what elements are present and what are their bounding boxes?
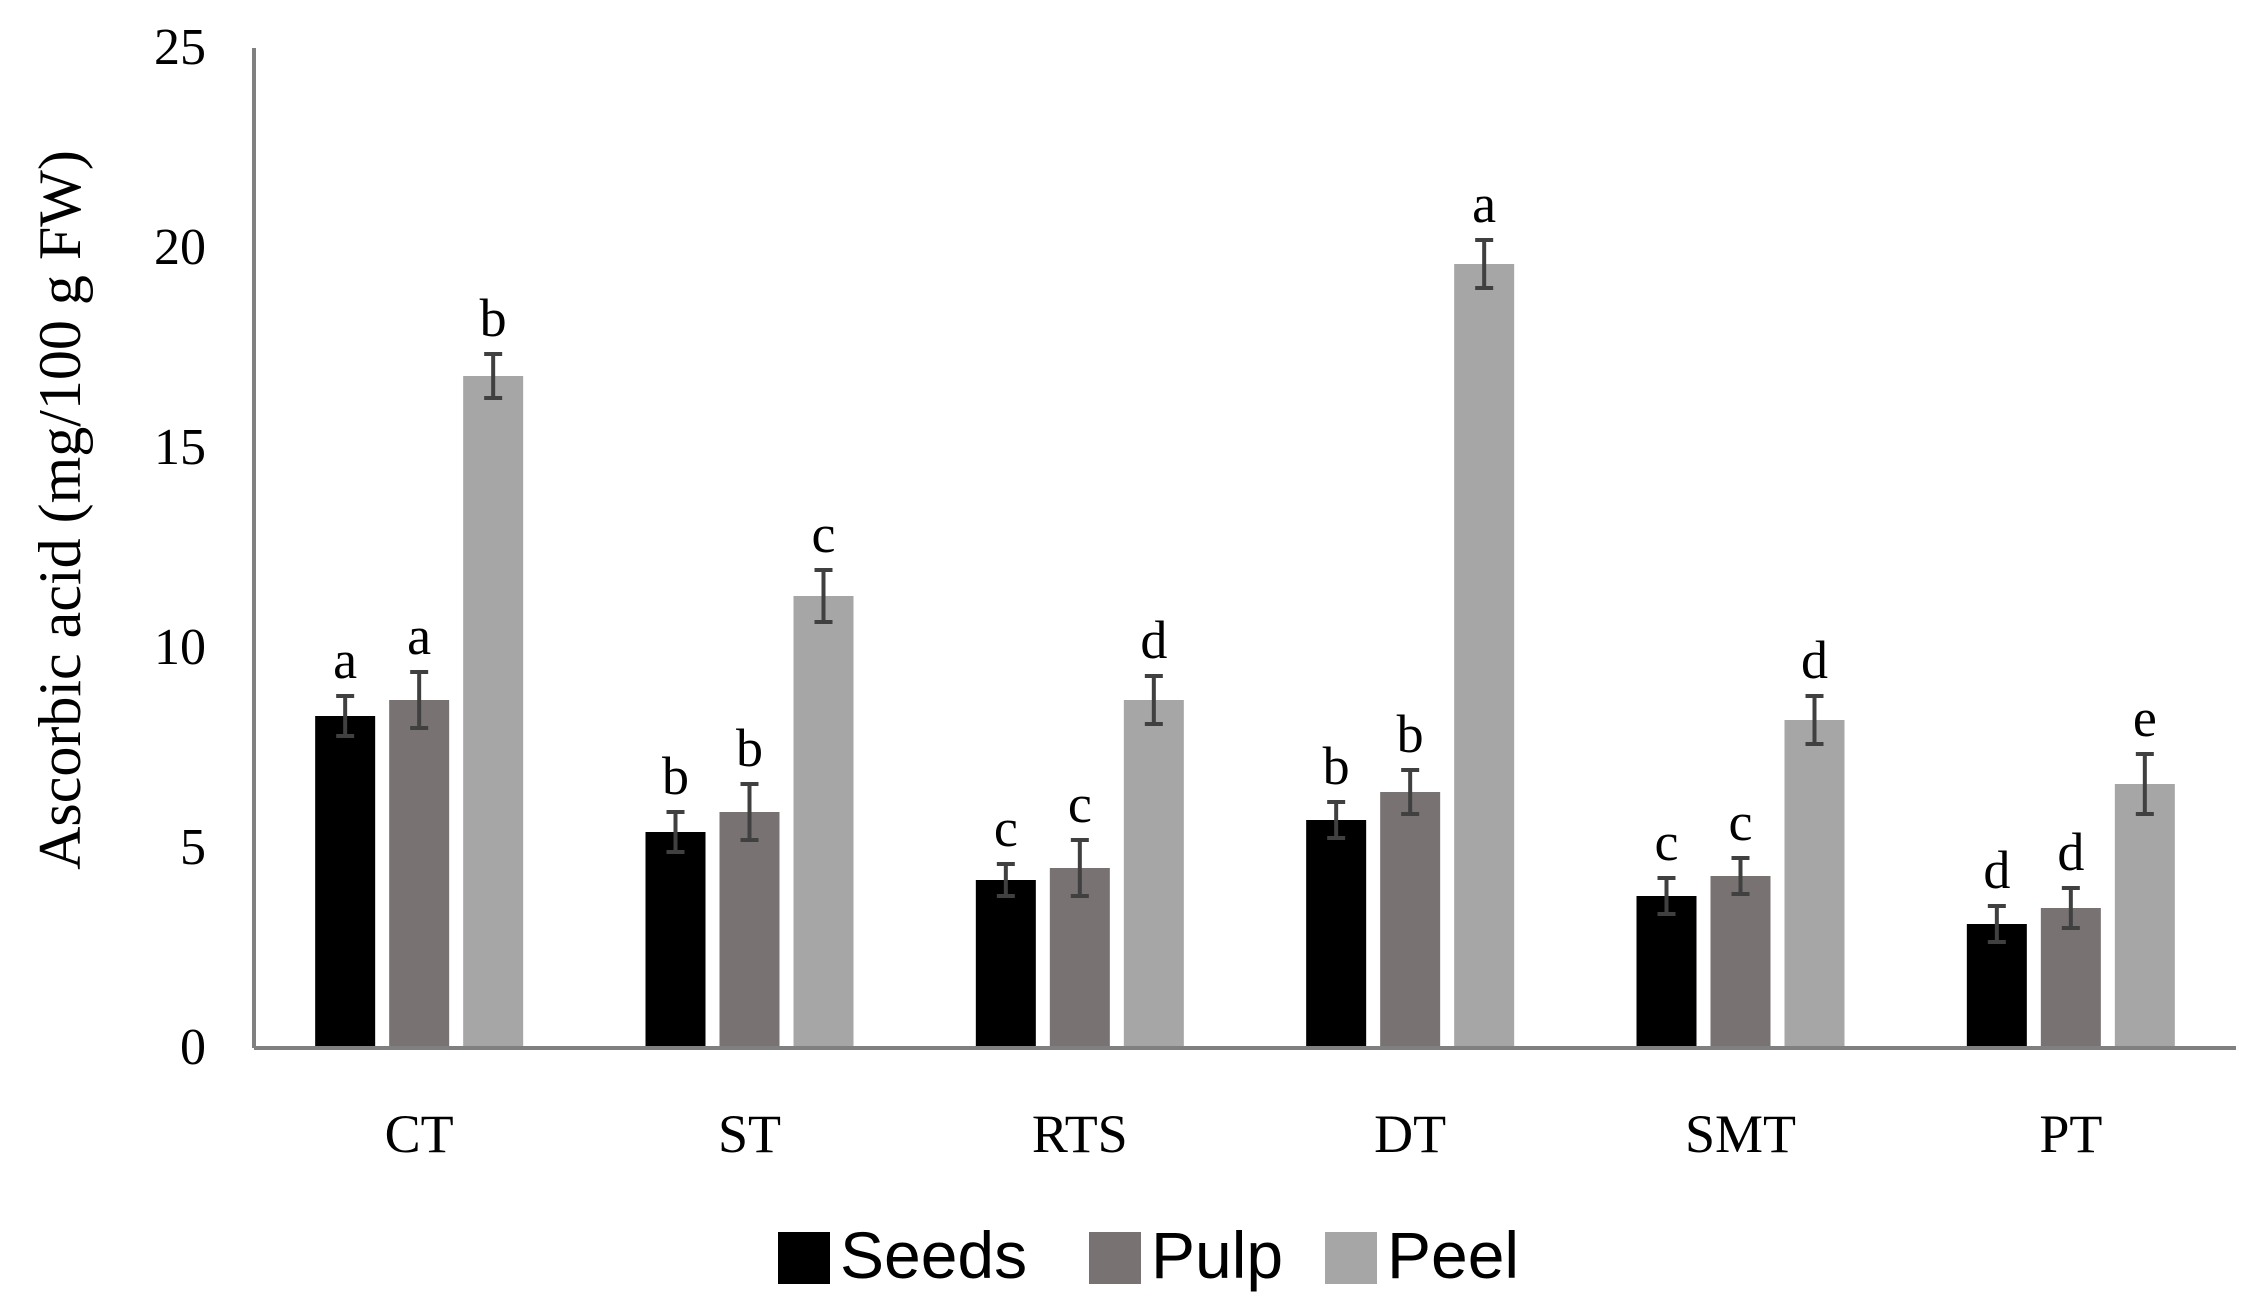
y-tick-label: 15 bbox=[154, 419, 206, 476]
legend-label-pulp: Pulp bbox=[1151, 1218, 1283, 1292]
significance-letter: d bbox=[2057, 822, 2084, 882]
significance-letter: a bbox=[333, 630, 357, 690]
legend-swatch-seeds bbox=[778, 1232, 830, 1284]
bar-peel-ct bbox=[463, 376, 524, 1048]
bar-peel-dt bbox=[1454, 264, 1515, 1048]
significance-letter: d bbox=[1140, 610, 1167, 670]
bar-seeds-smt bbox=[1636, 896, 1697, 1048]
bar-pulp-ct bbox=[389, 700, 450, 1048]
x-category-label: DT bbox=[1374, 1104, 1446, 1164]
axes bbox=[252, 48, 2236, 1050]
legend: Seeds Pulp Peel bbox=[778, 1218, 1519, 1292]
significance-letter: b bbox=[736, 718, 763, 778]
y-tick-label: 25 bbox=[154, 19, 206, 76]
x-category-label: PT bbox=[2039, 1104, 2102, 1164]
bar-peel-pt bbox=[2114, 784, 2175, 1048]
significance-letter: b bbox=[480, 288, 507, 348]
significance-letter: d bbox=[1983, 840, 2010, 900]
bar-pulp-pt bbox=[2040, 908, 2101, 1048]
significance-letter: b bbox=[1397, 704, 1424, 764]
y-tick-label: 5 bbox=[180, 819, 206, 876]
significance-letter: c bbox=[994, 798, 1018, 858]
significance-letter: e bbox=[2133, 688, 2157, 748]
significance-letter: a bbox=[1472, 174, 1496, 234]
legend-label-seeds: Seeds bbox=[840, 1218, 1027, 1292]
bar-pulp-st bbox=[719, 812, 780, 1048]
bar-peel-smt bbox=[1784, 720, 1845, 1048]
y-axis-ticks: 0 5 10 15 20 25 bbox=[154, 19, 206, 1076]
y-tick-label: 0 bbox=[180, 1019, 206, 1076]
significance-letter: b bbox=[1323, 736, 1350, 796]
bar-peel-st bbox=[793, 596, 854, 1048]
bar-pulp-dt bbox=[1380, 792, 1441, 1048]
significance-letter: c bbox=[1729, 792, 1753, 852]
y-axis-title-group: Ascorbic acid (mg/100 g FW) bbox=[27, 150, 93, 870]
significance-letter: b bbox=[662, 746, 689, 806]
significance-letter: c bbox=[1068, 774, 1092, 834]
bar-seeds-st bbox=[645, 832, 706, 1048]
x-category-label: RTS bbox=[1032, 1104, 1128, 1164]
y-axis-title: Ascorbic acid (mg/100 g FW) bbox=[27, 150, 93, 870]
legend-label-peel: Peel bbox=[1387, 1218, 1519, 1292]
x-axis-categories: CT ST RTS DT SMT PT bbox=[385, 1104, 2103, 1164]
y-tick-label: 20 bbox=[154, 219, 206, 276]
significance-letter: d bbox=[1801, 630, 1828, 690]
bar-seeds-rts bbox=[975, 880, 1036, 1048]
significance-letter: c bbox=[1655, 812, 1679, 872]
significance-letter: a bbox=[407, 606, 431, 666]
x-category-label: SMT bbox=[1685, 1104, 1796, 1164]
x-category-label: CT bbox=[385, 1104, 454, 1164]
legend-swatch-peel bbox=[1325, 1232, 1377, 1284]
bar-seeds-dt bbox=[1306, 820, 1367, 1048]
bar-seeds-ct bbox=[315, 716, 376, 1048]
bar-pulp-smt bbox=[1710, 876, 1771, 1048]
y-tick-label: 10 bbox=[154, 619, 206, 676]
x-category-label: ST bbox=[718, 1104, 781, 1164]
legend-swatch-pulp bbox=[1089, 1232, 1141, 1284]
bar-peel-rts bbox=[1123, 700, 1184, 1048]
bar-seeds-pt bbox=[1966, 924, 2027, 1048]
significance-letter: c bbox=[812, 504, 836, 564]
